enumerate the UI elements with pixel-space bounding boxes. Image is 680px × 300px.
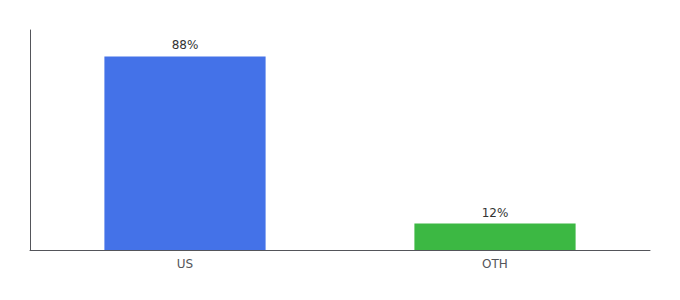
svg-text:88%: 88% xyxy=(172,38,199,52)
svg-text:OTH: OTH xyxy=(482,257,508,271)
svg-text:12%: 12% xyxy=(482,206,509,220)
svg-text:US: US xyxy=(177,257,193,271)
